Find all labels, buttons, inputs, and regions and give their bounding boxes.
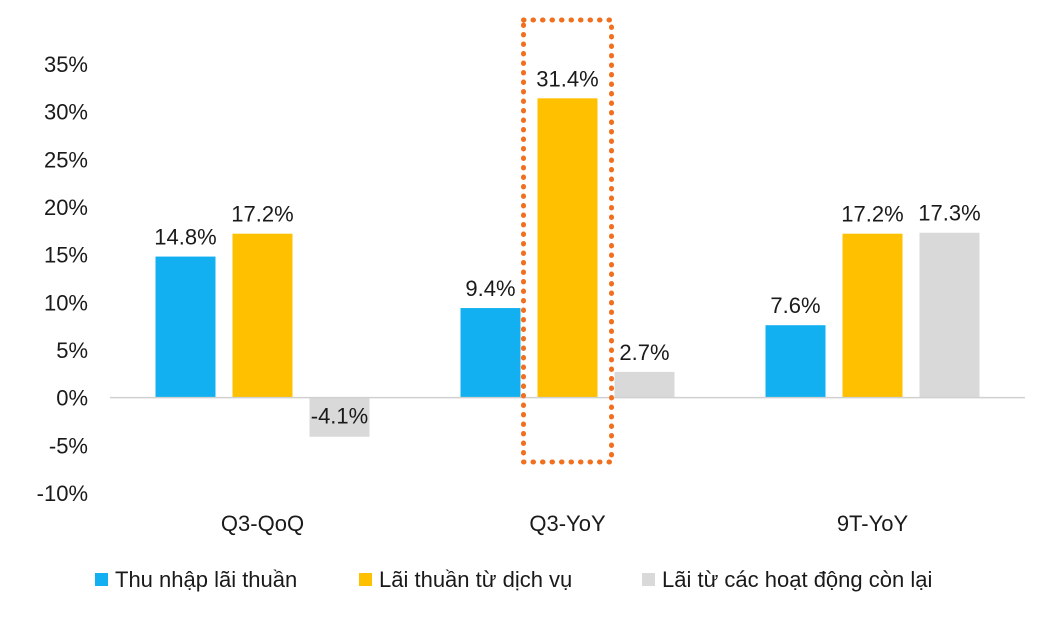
y-tick-label: 35% <box>44 52 88 77</box>
bar-q3-yoy-lai-thuan-tu-dich-vu <box>537 98 598 398</box>
y-tick-label: 30% <box>44 100 88 125</box>
data-label: 31.4% <box>536 66 598 91</box>
bar-9t-yoy-lai-tu-cac-hoat-dong-con-lai <box>919 232 980 398</box>
data-label: 17.3% <box>918 201 980 226</box>
y-tick-label: 0% <box>56 386 88 411</box>
legend-label: Thu nhập lãi thuần <box>115 567 297 592</box>
x-axis: Q3-QoQ Q3-YoY 9T-YoY <box>221 511 909 536</box>
data-label: 14.8% <box>154 225 216 250</box>
data-label: 7.6% <box>770 293 820 318</box>
data-label: 17.2% <box>231 202 293 227</box>
bar-9t-yoy-thu-nhap-lai-thuan <box>765 325 826 398</box>
data-label: 9.4% <box>465 276 515 301</box>
legend-label: Lãi từ các hoạt động còn lại <box>662 567 932 592</box>
y-tick-label: 5% <box>56 338 88 363</box>
y-tick-label: 15% <box>44 243 88 268</box>
bar-q3-qoq-lai-tu-cac-hoat-dong-con-lai <box>309 397 370 437</box>
y-tick-label: 25% <box>44 147 88 172</box>
highlight-box <box>521 17 614 465</box>
data-labels: 14.8% 17.2% -4.1% 9.4% 31.4% 2.7% 7.6% 17.2% 17.… <box>154 66 980 428</box>
y-tick-label: -10% <box>37 481 88 506</box>
y-tick-label: 10% <box>44 290 88 315</box>
legend-label: Lãi thuần từ dịch vụ <box>379 567 572 592</box>
bars <box>155 98 980 437</box>
data-label: 17.2% <box>841 202 903 227</box>
y-axis: 35% 30% 25% 20% 15% 10% 5% 0% -5% -10% <box>37 52 88 506</box>
legend-swatch <box>359 573 372 586</box>
y-tick-label: -5% <box>49 433 88 458</box>
x-category-label: 9T-YoY <box>837 511 909 536</box>
bar-q3-yoy-thu-nhap-lai-thuan <box>460 308 521 398</box>
bar-q3-qoq-thu-nhap-lai-thuan <box>155 256 216 398</box>
x-category-label: Q3-QoQ <box>221 511 304 536</box>
data-label: -4.1% <box>311 404 368 429</box>
bar-9t-yoy-lai-thuan-tu-dich-vu <box>842 233 903 398</box>
bar-q3-qoq-lai-thuan-tu-dich-vu <box>232 233 293 398</box>
legend-swatch <box>95 573 108 586</box>
y-tick-label: 20% <box>44 195 88 220</box>
data-label: 2.7% <box>619 340 669 365</box>
legend: Thu nhập lãi thuần Lãi thuần từ dịch vụ Lã… <box>95 567 932 592</box>
x-category-label: Q3-YoY <box>529 511 606 536</box>
bar-q3-yoy-lai-tu-cac-hoat-dong-con-lai <box>614 371 675 398</box>
highlight-dotted-box <box>521 17 614 465</box>
legend-swatch <box>642 573 655 586</box>
